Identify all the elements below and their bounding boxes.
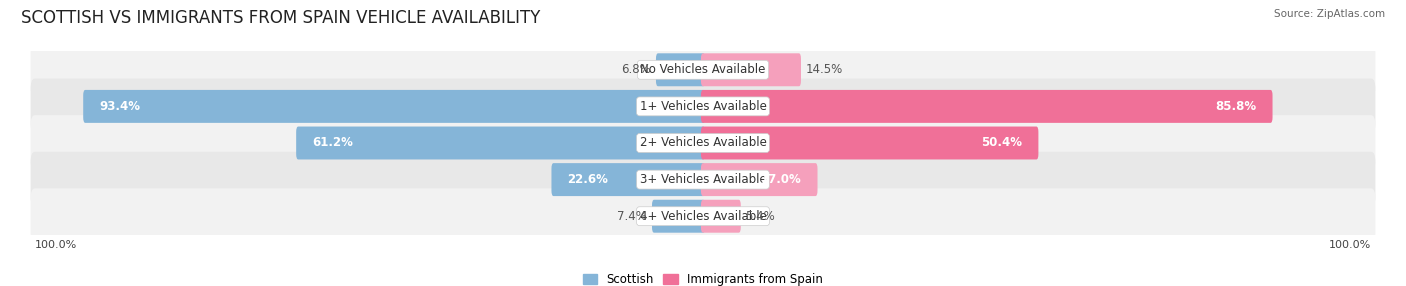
- FancyBboxPatch shape: [31, 42, 1375, 98]
- Text: 2+ Vehicles Available: 2+ Vehicles Available: [640, 136, 766, 150]
- Text: SCOTTISH VS IMMIGRANTS FROM SPAIN VEHICLE AVAILABILITY: SCOTTISH VS IMMIGRANTS FROM SPAIN VEHICL…: [21, 9, 540, 27]
- Text: Source: ZipAtlas.com: Source: ZipAtlas.com: [1274, 9, 1385, 19]
- Text: 5.4%: 5.4%: [745, 210, 775, 223]
- FancyBboxPatch shape: [702, 126, 1039, 160]
- FancyBboxPatch shape: [551, 163, 704, 196]
- Text: 1+ Vehicles Available: 1+ Vehicles Available: [640, 100, 766, 113]
- FancyBboxPatch shape: [31, 188, 1375, 244]
- Text: No Vehicles Available: No Vehicles Available: [640, 63, 766, 76]
- FancyBboxPatch shape: [702, 200, 741, 233]
- Text: 6.8%: 6.8%: [621, 63, 651, 76]
- FancyBboxPatch shape: [31, 152, 1375, 207]
- Text: 7.4%: 7.4%: [617, 210, 647, 223]
- Text: 50.4%: 50.4%: [981, 136, 1022, 150]
- Legend: Scottish, Immigrants from Spain: Scottish, Immigrants from Spain: [582, 272, 824, 286]
- FancyBboxPatch shape: [702, 90, 1272, 123]
- Text: 14.5%: 14.5%: [806, 63, 844, 76]
- FancyBboxPatch shape: [31, 115, 1375, 171]
- Text: 93.4%: 93.4%: [98, 100, 141, 113]
- FancyBboxPatch shape: [83, 90, 704, 123]
- Text: 100.0%: 100.0%: [1329, 240, 1371, 250]
- Text: 100.0%: 100.0%: [35, 240, 77, 250]
- FancyBboxPatch shape: [657, 53, 704, 86]
- Text: 17.0%: 17.0%: [761, 173, 801, 186]
- FancyBboxPatch shape: [702, 163, 817, 196]
- Text: 3+ Vehicles Available: 3+ Vehicles Available: [640, 173, 766, 186]
- Text: 61.2%: 61.2%: [312, 136, 353, 150]
- Text: 22.6%: 22.6%: [567, 173, 609, 186]
- FancyBboxPatch shape: [31, 79, 1375, 134]
- Text: 85.8%: 85.8%: [1216, 100, 1257, 113]
- Text: 4+ Vehicles Available: 4+ Vehicles Available: [640, 210, 766, 223]
- FancyBboxPatch shape: [702, 53, 801, 86]
- FancyBboxPatch shape: [652, 200, 704, 233]
- FancyBboxPatch shape: [297, 126, 704, 160]
